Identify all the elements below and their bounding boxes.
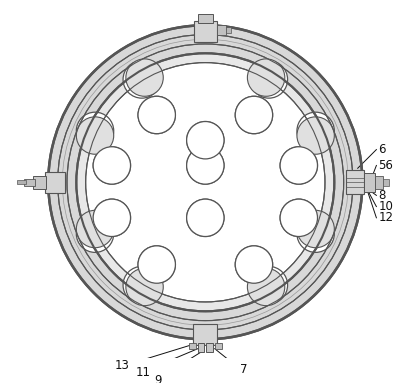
Circle shape [186,147,224,184]
Bar [383,178,388,186]
Circle shape [138,246,176,283]
Text: 13: 13 [115,359,129,372]
Circle shape [186,121,224,159]
Bar [364,173,375,192]
Circle shape [93,147,131,184]
Text: 11: 11 [135,367,150,380]
Text: 6: 6 [378,143,386,156]
Circle shape [186,199,224,236]
Circle shape [235,96,273,134]
Circle shape [93,147,131,184]
Circle shape [250,61,288,98]
Circle shape [235,246,273,283]
Bar [206,343,213,352]
Bar [346,170,364,195]
Circle shape [247,59,285,96]
Circle shape [76,53,334,311]
Text: 8: 8 [378,189,386,202]
Circle shape [86,63,325,302]
Text: 7: 7 [240,363,247,376]
Circle shape [280,147,318,184]
Circle shape [250,267,288,304]
Text: 12: 12 [378,211,393,224]
Circle shape [235,96,273,134]
Circle shape [76,53,334,311]
Circle shape [297,210,334,248]
Bar [24,178,35,186]
Circle shape [86,63,325,302]
Bar [16,180,26,184]
Circle shape [76,210,114,248]
Circle shape [126,268,163,306]
Circle shape [76,53,334,311]
Circle shape [235,246,273,283]
Circle shape [48,25,362,339]
Circle shape [297,117,334,154]
Circle shape [44,21,367,344]
Circle shape [93,199,131,236]
Bar [215,343,222,349]
Circle shape [126,59,163,96]
Circle shape [76,112,114,150]
Circle shape [297,215,334,252]
Bar [375,176,383,189]
Circle shape [123,267,160,304]
Circle shape [48,25,362,339]
Circle shape [138,96,176,134]
Circle shape [280,199,318,236]
Circle shape [138,246,176,283]
Bar [217,25,226,34]
Circle shape [247,268,285,306]
Circle shape [297,112,334,150]
Bar [193,324,218,345]
Circle shape [76,117,114,154]
Circle shape [93,199,131,236]
Circle shape [123,61,160,98]
Text: 9: 9 [154,374,161,383]
Bar [194,21,217,42]
Bar [45,172,65,193]
Bar [226,27,231,33]
Bar [189,343,196,349]
Text: 56: 56 [378,159,393,172]
Circle shape [280,199,318,236]
Bar [33,176,47,189]
Circle shape [186,121,224,159]
Circle shape [76,215,114,252]
Bar [198,343,205,352]
Circle shape [138,96,176,134]
Bar [198,14,213,23]
Circle shape [280,147,318,184]
Circle shape [186,147,224,184]
Circle shape [186,199,224,236]
Text: 10: 10 [378,200,393,213]
